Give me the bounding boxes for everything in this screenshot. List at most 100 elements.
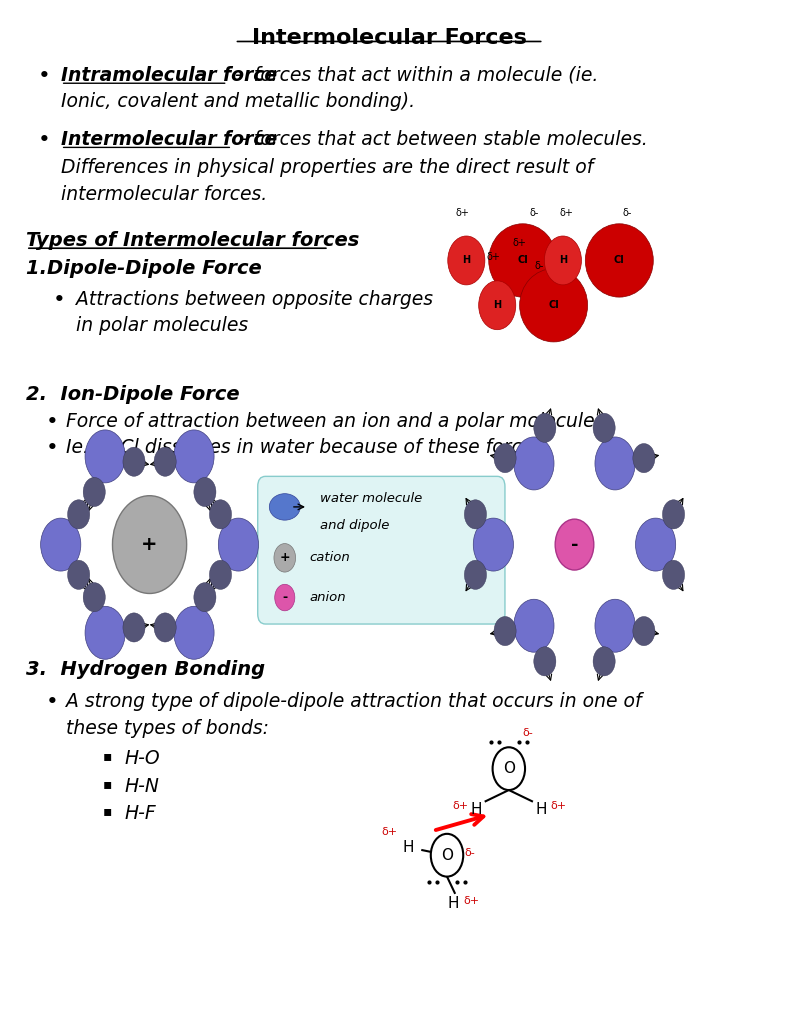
Circle shape: [595, 437, 635, 489]
Circle shape: [210, 560, 232, 590]
Ellipse shape: [489, 224, 557, 297]
Text: intermolecular forces.: intermolecular forces.: [61, 185, 267, 204]
Text: Ionic, covalent and metallic bonding).: Ionic, covalent and metallic bonding).: [61, 92, 414, 112]
Circle shape: [112, 496, 187, 594]
Circle shape: [633, 616, 655, 646]
Circle shape: [83, 477, 105, 507]
Circle shape: [123, 447, 145, 476]
Text: H-F: H-F: [125, 804, 157, 823]
Text: -: -: [282, 591, 287, 604]
Circle shape: [514, 599, 554, 652]
Text: H: H: [558, 255, 567, 265]
Text: ▪: ▪: [103, 750, 112, 763]
Text: H-N: H-N: [125, 777, 160, 796]
Text: anion: anion: [309, 591, 346, 604]
Text: δ+: δ+: [560, 208, 573, 218]
Text: δ-: δ-: [522, 728, 532, 738]
Text: H: H: [403, 840, 414, 855]
Circle shape: [494, 616, 517, 646]
Text: 2.  Ion-Dipole Force: 2. Ion-Dipole Force: [26, 385, 240, 403]
Text: H: H: [536, 802, 547, 817]
Text: H: H: [471, 802, 483, 817]
Text: Cl: Cl: [614, 255, 625, 265]
Circle shape: [663, 500, 684, 529]
Circle shape: [534, 647, 556, 676]
Text: these types of bonds:: these types of bonds:: [66, 719, 269, 737]
Text: Ie. NaCl dissolves in water because of these forces: Ie. NaCl dissolves in water because of t…: [66, 437, 543, 457]
Circle shape: [431, 834, 464, 877]
Text: H: H: [462, 255, 471, 265]
Circle shape: [174, 606, 214, 659]
Circle shape: [194, 477, 216, 507]
Text: •: •: [37, 130, 51, 151]
Text: -: -: [571, 536, 578, 554]
Circle shape: [544, 236, 581, 285]
Text: Differences in physical properties are the direct result of: Differences in physical properties are t…: [61, 158, 593, 176]
Circle shape: [194, 583, 216, 611]
FancyBboxPatch shape: [258, 476, 505, 624]
Text: H: H: [493, 300, 501, 310]
Circle shape: [464, 500, 486, 529]
Text: and dipole: and dipole: [320, 519, 389, 531]
Text: δ-: δ-: [530, 208, 539, 218]
Circle shape: [593, 414, 615, 442]
Circle shape: [154, 613, 176, 642]
Circle shape: [534, 414, 556, 442]
Text: δ+: δ+: [551, 802, 566, 811]
Circle shape: [633, 443, 655, 473]
Circle shape: [493, 748, 525, 791]
Text: 3.  Hydrogen Bonding: 3. Hydrogen Bonding: [26, 659, 265, 679]
Circle shape: [494, 443, 517, 473]
Text: Intermolecular Forces: Intermolecular Forces: [252, 29, 527, 48]
Circle shape: [473, 518, 513, 571]
Circle shape: [85, 606, 125, 659]
Circle shape: [274, 544, 296, 572]
Circle shape: [595, 599, 635, 652]
Circle shape: [174, 430, 214, 483]
Text: •: •: [45, 692, 58, 713]
Text: Cl: Cl: [548, 300, 559, 310]
Text: δ-: δ-: [464, 848, 475, 858]
Text: +: +: [142, 536, 158, 554]
Circle shape: [154, 447, 176, 476]
Text: δ+: δ+: [464, 896, 480, 906]
Text: δ+: δ+: [513, 239, 527, 248]
Circle shape: [85, 430, 125, 483]
Circle shape: [514, 437, 554, 489]
Circle shape: [555, 519, 594, 570]
Circle shape: [83, 583, 105, 611]
Circle shape: [67, 560, 89, 590]
Circle shape: [210, 500, 232, 529]
Ellipse shape: [585, 224, 653, 297]
Text: Intermolecular force: Intermolecular force: [61, 130, 277, 150]
Text: water molecule: water molecule: [320, 493, 422, 505]
Circle shape: [663, 560, 684, 590]
Circle shape: [593, 647, 615, 676]
Text: -  forces that act within a molecule (ie.: - forces that act within a molecule (ie.: [229, 66, 599, 85]
Text: δ+: δ+: [456, 208, 469, 218]
Text: Attractions between opposite charges: Attractions between opposite charges: [76, 290, 433, 309]
Text: δ+: δ+: [382, 827, 398, 837]
Text: δ+: δ+: [453, 802, 469, 811]
Circle shape: [218, 518, 259, 571]
Text: A strong type of dipole-dipole attraction that occurs in one of: A strong type of dipole-dipole attractio…: [66, 692, 642, 712]
Text: Types of Intermolecular forces: Types of Intermolecular forces: [26, 230, 359, 250]
Text: δ+: δ+: [486, 253, 500, 262]
Text: H-O: H-O: [125, 750, 161, 768]
Circle shape: [274, 585, 295, 610]
Text: δ-: δ-: [557, 253, 566, 262]
Text: cation: cation: [309, 551, 350, 564]
Circle shape: [40, 518, 81, 571]
Ellipse shape: [269, 494, 301, 520]
Text: δ-: δ-: [623, 208, 632, 218]
Text: •: •: [45, 437, 58, 458]
Circle shape: [479, 281, 516, 330]
Text: in polar molecules: in polar molecules: [76, 316, 248, 336]
Text: ▪: ▪: [103, 804, 112, 818]
Ellipse shape: [520, 268, 588, 342]
Text: •: •: [45, 413, 58, 432]
Circle shape: [67, 500, 89, 529]
Text: ▪: ▪: [103, 777, 112, 791]
Circle shape: [635, 518, 676, 571]
Text: 1.Dipole-Dipole Force: 1.Dipole-Dipole Force: [26, 259, 262, 279]
